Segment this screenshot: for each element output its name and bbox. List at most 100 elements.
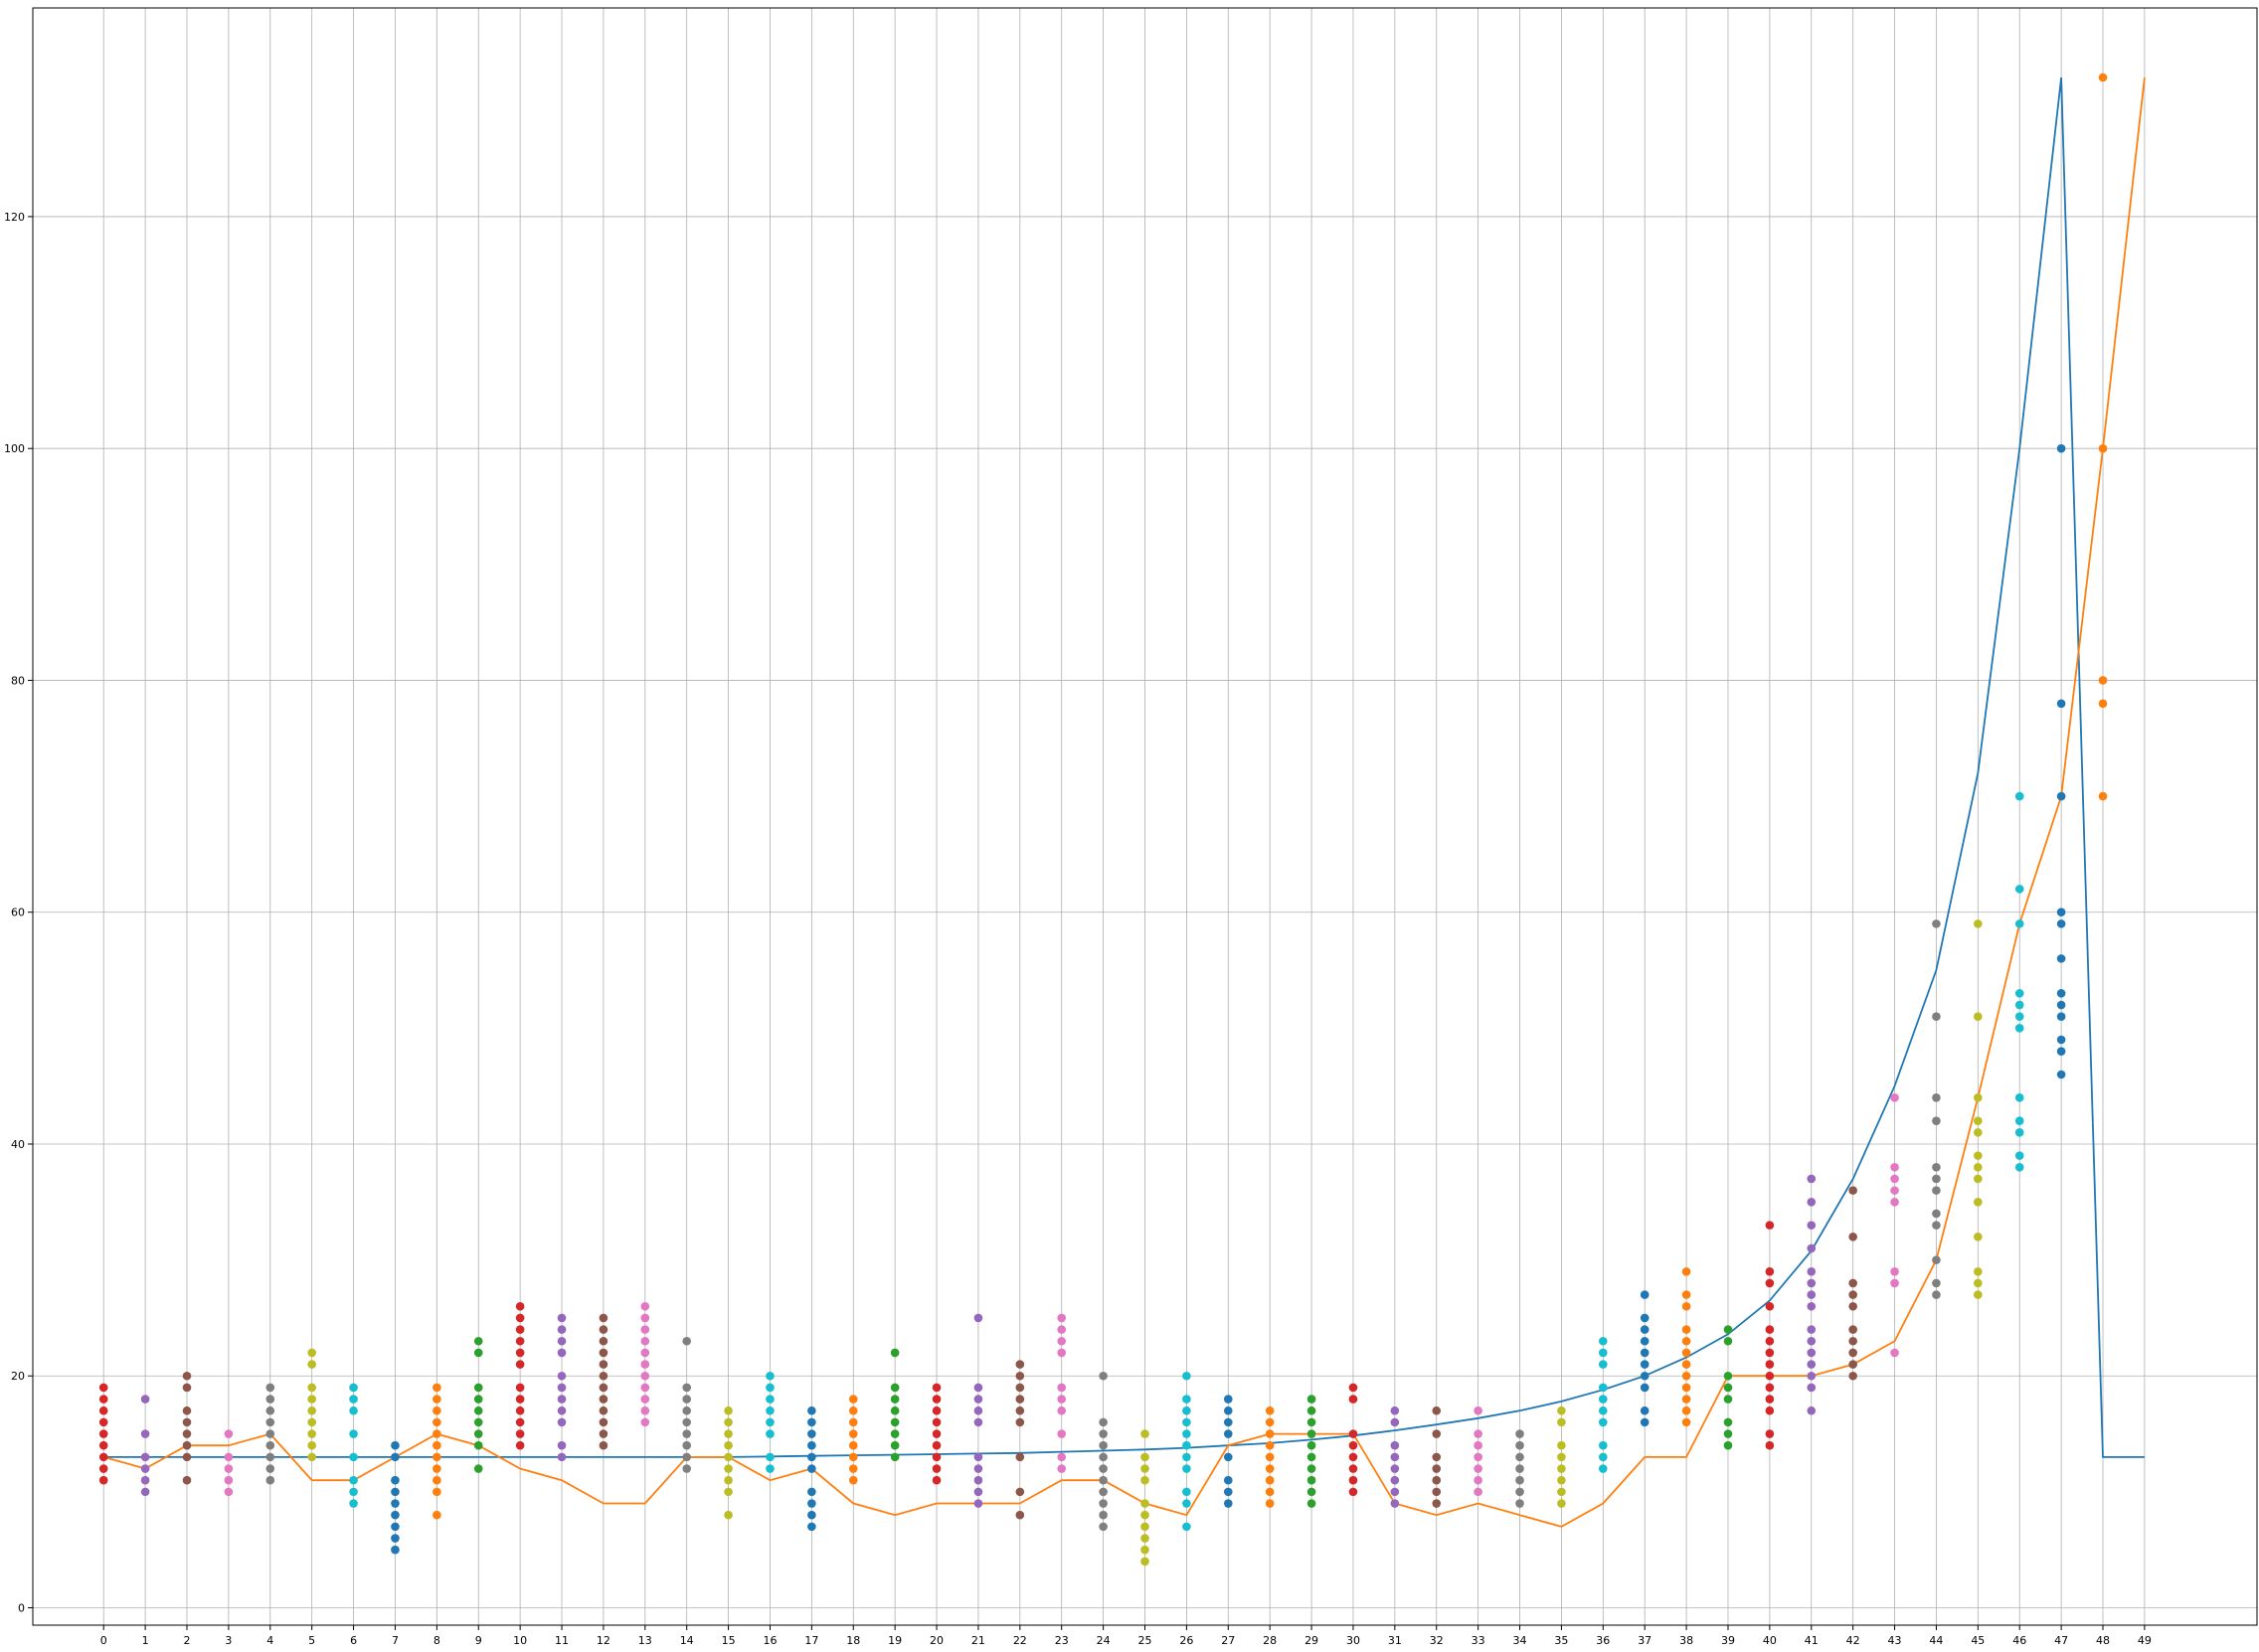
scatter-point	[265, 1452, 275, 1462]
scatter-point	[1557, 1452, 1566, 1462]
x-tick-label: 26	[1179, 1634, 1193, 1647]
scatter-point	[682, 1383, 691, 1393]
scatter-point	[640, 1383, 650, 1393]
scatter-point	[890, 1429, 900, 1438]
scatter-point	[1306, 1395, 1316, 1404]
scatter-point	[1182, 1440, 1191, 1450]
scatter-point	[766, 1395, 775, 1404]
scatter-point	[2014, 1128, 2024, 1137]
scatter-point	[1099, 1452, 1108, 1462]
scatter-point	[349, 1452, 358, 1462]
y-tick-label: 40	[11, 1138, 25, 1151]
scatter-point	[1015, 1452, 1025, 1462]
scatter-point	[349, 1383, 358, 1393]
scatter-point	[807, 1429, 816, 1438]
x-tick-label: 12	[597, 1634, 610, 1647]
scatter-point	[1932, 1290, 1941, 1299]
scatter-point	[973, 1452, 983, 1462]
scatter-point	[1974, 1232, 1983, 1241]
scatter-points	[98, 73, 2108, 1567]
scatter-point	[1432, 1475, 1442, 1485]
scatter-point	[1515, 1429, 1524, 1438]
scatter-point	[890, 1452, 900, 1462]
scatter-point	[1974, 1012, 1983, 1021]
scatter-point	[1723, 1417, 1733, 1427]
scatter-point	[557, 1336, 567, 1346]
scatter-point	[1681, 1348, 1691, 1358]
scatter-point	[2014, 919, 2024, 928]
scatter-point	[1765, 1278, 1775, 1288]
scatter-point	[848, 1429, 858, 1438]
scatter-point	[2098, 791, 2108, 801]
x-tick-label: 32	[1430, 1634, 1444, 1647]
scatter-point	[140, 1429, 150, 1438]
scatter-point	[1640, 1313, 1650, 1323]
scatter-point	[2056, 954, 2066, 963]
scatter-point	[433, 1487, 441, 1497]
scatter-point	[1432, 1429, 1442, 1438]
scatter-point	[2098, 676, 2108, 685]
x-tick-label: 30	[1346, 1634, 1360, 1647]
scatter-point	[1515, 1464, 1524, 1473]
scatter-point	[1474, 1487, 1482, 1497]
scatter-point	[433, 1452, 441, 1462]
scatter-point	[1348, 1429, 1358, 1438]
scatter-point	[2056, 1000, 2066, 1010]
x-tick-label: 11	[555, 1634, 569, 1647]
scatter-point	[515, 1417, 525, 1427]
x-tick-label: 45	[1971, 1634, 1985, 1647]
scatter-point	[1140, 1429, 1149, 1438]
scatter-point	[1057, 1348, 1067, 1358]
scatter-point	[682, 1395, 691, 1404]
scatter-point	[1057, 1405, 1067, 1415]
scatter-point	[1057, 1464, 1067, 1473]
scatter-point	[1974, 1278, 1983, 1288]
scatter-point	[349, 1405, 358, 1415]
scatter-point	[1681, 1405, 1691, 1415]
scatter-point	[1640, 1325, 1650, 1334]
scatter-point	[1848, 1325, 1857, 1334]
scatter-point	[1432, 1405, 1442, 1415]
x-tick-label: 20	[930, 1634, 944, 1647]
scatter-point	[307, 1440, 316, 1450]
scatter-point	[1681, 1336, 1691, 1346]
scatter-point	[515, 1313, 525, 1323]
scatter-point	[1140, 1452, 1149, 1462]
scatter-point	[932, 1452, 942, 1462]
scatter-point	[557, 1452, 567, 1462]
scatter-point	[557, 1417, 567, 1427]
scatter-point	[1182, 1429, 1191, 1438]
scatter-point	[766, 1417, 775, 1427]
scatter-point	[1015, 1417, 1025, 1427]
x-tick-label: 1	[142, 1634, 149, 1647]
scatter-point	[433, 1429, 441, 1438]
scatter-point	[557, 1313, 567, 1323]
scatter-point	[1099, 1475, 1108, 1485]
scatter-point	[2056, 1047, 2066, 1056]
scatter-point	[1890, 1266, 1899, 1276]
scatter-point	[2098, 699, 2108, 709]
scatter-point	[349, 1429, 358, 1438]
scatter-point	[1974, 1163, 1983, 1172]
x-tick-label: 42	[1846, 1634, 1860, 1647]
scatter-point	[473, 1348, 483, 1358]
series-lines	[102, 77, 2146, 1528]
scatter-point	[140, 1487, 150, 1497]
scatter-point	[140, 1464, 150, 1473]
scatter-point	[1723, 1440, 1733, 1450]
scatter-point	[1348, 1440, 1358, 1450]
scatter-point	[599, 1429, 608, 1438]
scatter-point	[391, 1475, 400, 1485]
scatter-point	[2056, 908, 2066, 917]
scatter-point	[1765, 1405, 1775, 1415]
scatter-point	[1932, 919, 1941, 928]
scatter-point	[307, 1417, 316, 1427]
scatter-point	[349, 1499, 358, 1508]
scatter-point	[98, 1464, 108, 1473]
x-tick-label: 46	[2012, 1634, 2026, 1647]
scatter-point	[1223, 1405, 1233, 1415]
scatter-point	[848, 1405, 858, 1415]
scatter-point	[1723, 1336, 1733, 1346]
